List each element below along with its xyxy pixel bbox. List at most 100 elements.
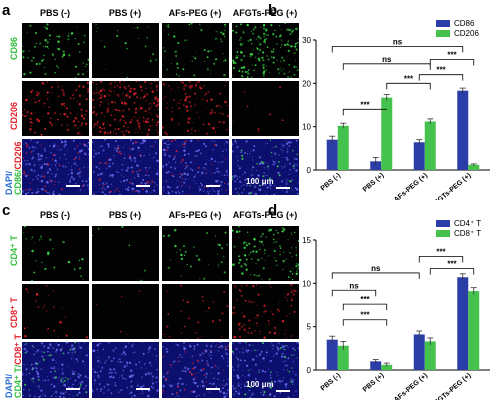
fluorescence-dot	[237, 226, 241, 228]
fluorescence-dot	[167, 313, 170, 316]
fluorescence-dot	[188, 370, 191, 374]
fluorescence-dot	[92, 92, 96, 95]
fluorescence-dot	[259, 391, 262, 394]
fluorescence-dot	[254, 377, 257, 380]
fluorescence-dot	[53, 366, 56, 368]
fluorescence-dot	[120, 330, 122, 333]
fluorescence-dot	[122, 93, 124, 95]
fluorescence-dot	[109, 368, 112, 371]
fluorescence-dot	[251, 350, 253, 352]
fluorescence-dot	[272, 146, 275, 148]
fluorescence-dot	[72, 348, 75, 351]
fluorescence-dot	[184, 98, 187, 102]
fluorescence-dot	[79, 143, 81, 145]
fluorescence-dot	[116, 85, 119, 87]
fluorescence-dot	[235, 31, 238, 34]
fluorescence-dot	[47, 327, 50, 330]
fluorescence-dot	[81, 180, 84, 182]
fluorescence-dot	[269, 139, 272, 142]
fluorescence-dot	[224, 25, 227, 28]
fluorescence-dot	[47, 163, 50, 166]
fluorescence-dot	[107, 103, 110, 105]
fluorescence-dot	[214, 346, 216, 348]
fluorescence-dot	[210, 345, 213, 348]
fluorescence-dot	[183, 85, 185, 88]
fluorescence-dot	[175, 73, 178, 76]
fluorescence-dot	[296, 41, 299, 44]
fluorescence-dot	[180, 181, 182, 183]
fluorescence-dot	[139, 117, 141, 119]
fluorescence-dot	[25, 350, 29, 353]
fluorescence-dot	[83, 184, 85, 187]
fluorescence-dot	[29, 120, 30, 122]
fluorescence-dot	[182, 145, 183, 147]
fluorescence-dot	[156, 171, 159, 174]
fluorescence-dot	[265, 66, 267, 67]
fluorescence-dot	[227, 378, 229, 381]
fluorescence-dot	[268, 71, 270, 73]
fluorescence-dot	[24, 163, 28, 166]
fluorescence-dot	[110, 183, 113, 186]
fluorescence-dot	[156, 108, 159, 111]
fluorescence-dot	[272, 348, 274, 350]
fluorescence-dot	[263, 171, 265, 174]
fluorescence-dot	[232, 66, 236, 70]
fluorescence-dot	[279, 392, 282, 394]
fluorescence-dot	[138, 361, 141, 363]
fluorescence-dot	[87, 141, 89, 145]
fluorescence-dot	[140, 393, 142, 395]
fluorescence-dot	[248, 254, 250, 256]
fluorescence-dot	[266, 142, 269, 144]
fluorescence-dot	[131, 182, 134, 185]
fluorescence-dot	[251, 43, 253, 45]
fluorescence-dot	[176, 105, 178, 107]
fluorescence-dot	[41, 81, 45, 85]
fluorescence-dot	[278, 310, 281, 312]
fluorescence-dot	[170, 88, 173, 90]
fluorescence-dot	[126, 166, 130, 170]
fluorescence-dot	[83, 166, 85, 168]
fluorescence-dot	[252, 358, 255, 361]
fluorescence-dot	[61, 372, 64, 375]
fluorescence-dot	[126, 179, 128, 181]
fluorescence-dot	[277, 381, 279, 383]
fluorescence-dot	[285, 28, 287, 30]
fluorescence-dot	[37, 158, 40, 161]
fluorescence-dot	[183, 181, 186, 184]
fluorescence-dot	[154, 185, 156, 187]
fluorescence-dot	[55, 173, 58, 176]
fluorescence-dot	[233, 174, 237, 177]
fluorescence-dot	[176, 252, 178, 254]
fluorescence-dot	[128, 96, 131, 99]
fluorescence-dot	[252, 32, 255, 35]
fluorescence-dot	[42, 307, 45, 309]
fluorescence-dot	[239, 255, 241, 257]
fluorescence-dot	[286, 150, 289, 153]
fluorescence-dot	[204, 145, 208, 148]
fluorescence-dot	[204, 350, 206, 353]
fluorescence-dot	[192, 381, 195, 384]
significance-bracket	[331, 272, 420, 279]
fluorescence-dot	[295, 264, 298, 268]
fluorescence-dot	[248, 319, 251, 322]
fluorescence-dot	[262, 267, 265, 270]
fluorescence-dot	[67, 34, 70, 37]
fluorescence-dot	[146, 170, 148, 172]
fluorescence-dot	[271, 380, 273, 383]
fluorescence-dot	[249, 396, 252, 398]
micrograph-cd206-pbs-neg	[22, 81, 89, 136]
micrograph-cd86-pbs-pos	[92, 23, 159, 78]
fluorescence-dot	[50, 164, 52, 166]
fluorescence-dot	[162, 373, 163, 375]
fluorescence-dot	[71, 372, 75, 375]
fluorescence-dot	[79, 381, 82, 385]
fluorescence-dot	[141, 376, 144, 378]
fluorescence-dot	[116, 171, 119, 173]
fluorescence-dot	[221, 355, 224, 358]
fluorescence-dot	[105, 183, 107, 185]
fluorescence-dot	[150, 87, 152, 89]
fluorescence-dot	[180, 257, 183, 260]
fluorescence-dot	[119, 361, 122, 363]
fluorescence-dot	[150, 105, 153, 108]
fluorescence-dot	[169, 259, 171, 261]
